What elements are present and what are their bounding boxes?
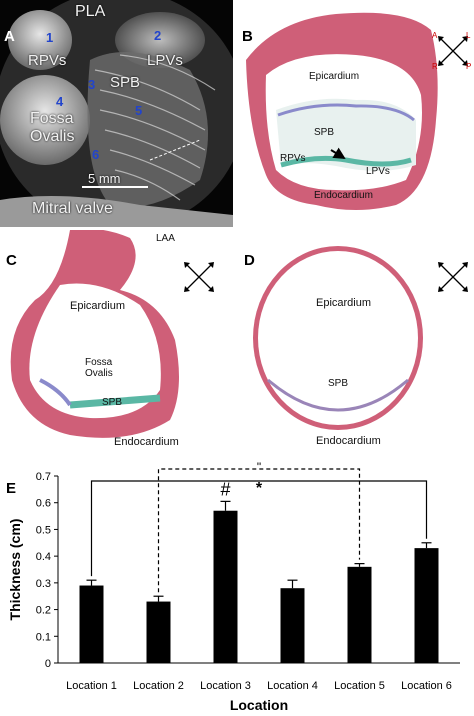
y-tick-label: 0.7 (36, 471, 51, 483)
orientation-compass-d (438, 262, 468, 292)
y-tick-label: 0.6 (36, 498, 51, 510)
label-lpvs: LPVs (147, 52, 183, 69)
label-endocardium-d: Endocardium (316, 435, 381, 447)
panel-a-letter: A (4, 28, 15, 45)
panel-c-histology: C LAA Epicardium Fossa Ovalis SPB Endoca… (0, 230, 236, 458)
x-tick-label: Location 3 (200, 680, 251, 692)
x-tick-label: Location 2 (133, 680, 184, 692)
label-lpvs-b: LPVs (366, 166, 390, 177)
panel-e-letter: E (6, 480, 17, 497)
location-number-4: 4 (56, 94, 64, 109)
x-axis-label: Location (230, 697, 288, 713)
y-axis-label: Thickness (cm) (7, 519, 23, 621)
orientation-compass-c (184, 262, 214, 292)
location-number-5: 5 (135, 103, 143, 118)
y-tick-label: 0.3 (36, 578, 51, 590)
location-number-2: 2 (154, 28, 162, 43)
panel-d-letter: D (244, 252, 255, 269)
bar-1 (79, 585, 104, 663)
label-mitral-valve: Mitral valve (32, 200, 113, 217)
bar-4 (280, 588, 305, 663)
location-number-1: 1 (46, 30, 54, 45)
label-endocardium-c: Endocardium (114, 436, 179, 448)
label-spb: SPB (110, 74, 141, 91)
panel-b-histology: B A L R P Epicardium SPB RPVs LPVs Endoc… (236, 0, 474, 227)
x-tick-label: Location 1 (66, 680, 117, 692)
heart-photo-graphic (0, 0, 233, 227)
label-ovalis: Ovalis (30, 128, 75, 145)
annotation-double-tick: " (257, 460, 261, 474)
label-pla: PLA (75, 3, 106, 20)
tissue-section-d-graphic (253, 246, 423, 430)
bar-2 (146, 601, 171, 663)
compass-a-label: A (432, 31, 438, 40)
label-epicardium-d: Epicardium (316, 297, 372, 309)
tissue-section-b-graphic (246, 12, 438, 211)
scale-bar-label: 5 mm (88, 171, 121, 186)
label-rpvs-b: RPVs (280, 153, 306, 164)
panel-e-chart: E 0 0.1 0.2 0.3 0.4 0.5 0.6 0.7 Location 1 Locat… (0, 460, 474, 716)
label-fossa: Fossa (30, 110, 74, 127)
label-epicardium-b: Epicardium (309, 71, 360, 82)
label-laa: LAA (156, 233, 175, 244)
panel-a-photo: A PLA 1 2 RPVs LPVs 3 SPB 4 5 Fossa Oval… (0, 0, 233, 227)
y-tick-label: 0.4 (36, 551, 51, 563)
label-spb-c: SPB (102, 397, 123, 408)
compass-l-label: L (466, 31, 471, 40)
bar-5 (347, 566, 372, 663)
x-tick-label: Location 4 (267, 680, 318, 692)
y-tick-label: 0 (45, 658, 51, 670)
compass-p-label: P (466, 62, 472, 71)
compass-r-label: R (432, 62, 438, 71)
thickness-bar-chart: 0 0.1 0.2 0.3 0.4 0.5 0.6 0.7 Location 1 Locatio… (7, 460, 460, 713)
location-number-3: 3 (88, 77, 96, 92)
tissue-section-c-graphic (10, 230, 179, 438)
label-endocardium-b: Endocardium (314, 190, 373, 201)
location-number-6: 6 (92, 147, 100, 162)
bar-6 (414, 548, 439, 663)
label-spb-d: SPB (328, 378, 349, 389)
label-epicardium-c: Epicardium (70, 300, 126, 312)
label-spb-b: SPB (314, 127, 335, 138)
annotation-hash: # (220, 479, 230, 499)
significance-bracket-solid (90, 480, 428, 577)
annotation-star: * (256, 480, 263, 497)
panel-c-letter: C (6, 252, 17, 269)
panel-b-letter: B (242, 28, 253, 45)
label-fossa-c: Fossa (85, 357, 113, 368)
label-rpvs: RPVs (28, 52, 67, 69)
bar-3 (213, 510, 238, 663)
orientation-compass-b (438, 36, 468, 66)
panel-d-histology: D Epicardium SPB Endocardium (238, 230, 474, 458)
label-ovalis-c: Ovalis (85, 368, 113, 379)
y-tick-label: 0.1 (36, 631, 51, 643)
x-tick-label: Location 5 (334, 680, 385, 692)
y-tick-label: 0.5 (36, 524, 51, 536)
y-tick-label: 0.2 (36, 605, 51, 617)
x-tick-label: Location 6 (401, 680, 452, 692)
